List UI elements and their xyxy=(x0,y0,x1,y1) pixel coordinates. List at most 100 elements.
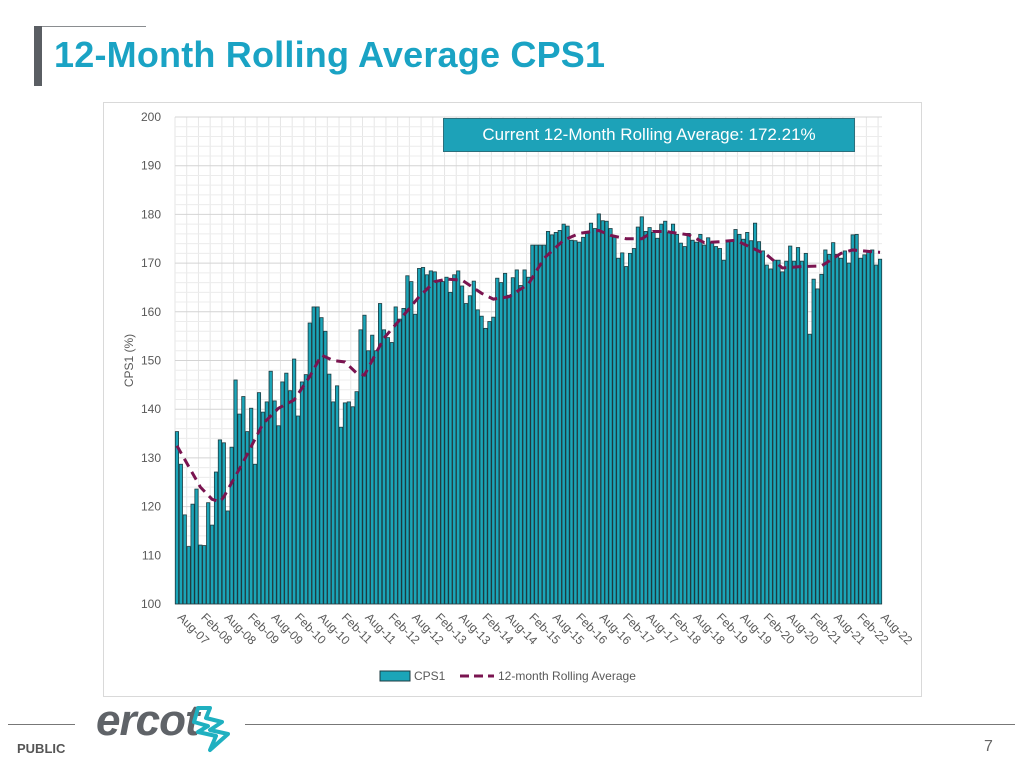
bar-cps1 xyxy=(237,413,242,605)
bar-cps1 xyxy=(338,426,344,605)
bar-cps1 xyxy=(854,233,859,605)
bar-cps1 xyxy=(838,257,844,605)
bar-cps1 xyxy=(862,254,867,605)
bar-cps1 xyxy=(522,269,527,605)
legend-label-cps1: CPS1 xyxy=(414,669,446,683)
y-tick-label: 120 xyxy=(141,500,161,514)
bar-cps1 xyxy=(788,245,793,605)
bar-cps1 xyxy=(475,309,480,605)
bar-cps1 xyxy=(393,306,398,605)
bar-cps1 xyxy=(210,524,215,605)
bar-cps1 xyxy=(678,242,683,605)
bar-cps1 xyxy=(178,463,183,605)
bar-cps1 xyxy=(182,514,187,605)
bar-cps1 xyxy=(635,226,640,605)
bar-cps1 xyxy=(846,262,851,605)
bar-cps1 xyxy=(608,228,613,605)
bar-cps1 xyxy=(245,431,250,605)
bar-cps1 xyxy=(358,329,363,605)
bar-cps1 xyxy=(499,282,504,605)
bar-cps1 xyxy=(745,232,750,605)
bar-cps1 xyxy=(827,253,832,605)
bar-cps1 xyxy=(565,225,570,605)
bar-cps1 xyxy=(807,333,812,605)
bar-cps1 xyxy=(495,277,500,605)
bar-cps1 xyxy=(467,295,472,605)
bar-cps1 xyxy=(549,234,554,605)
bar-cps1 xyxy=(682,246,687,605)
bar-cps1 xyxy=(362,314,367,605)
slide-title: 12-Month Rolling Average CPS1 xyxy=(54,34,606,75)
bar-cps1 xyxy=(233,379,238,605)
y-axis-label: CPS1 (%) xyxy=(122,334,136,387)
bar-cps1 xyxy=(518,285,523,605)
bar-cps1 xyxy=(452,274,457,605)
bar-cps1 xyxy=(573,240,578,605)
bar-cps1 xyxy=(651,232,656,605)
footer-divider-right xyxy=(245,724,1015,725)
bar-cps1 xyxy=(463,303,469,605)
bar-cps1 xyxy=(877,258,883,605)
bar-cps1 xyxy=(190,503,195,605)
bar-cps1 xyxy=(280,381,285,605)
bar-cps1 xyxy=(764,264,769,605)
bar-cps1 xyxy=(186,546,191,605)
bar-cps1 xyxy=(534,244,539,605)
bar-cps1 xyxy=(530,244,535,605)
bar-cps1 xyxy=(241,396,246,605)
bar-cps1 xyxy=(428,270,433,605)
y-tick-label: 150 xyxy=(141,354,161,368)
bar-cps1 xyxy=(823,249,828,605)
bar-cps1 xyxy=(389,342,394,605)
bar-cps1 xyxy=(256,392,262,605)
bar-cps1 xyxy=(850,234,855,605)
bar-cps1 xyxy=(729,240,734,605)
bar-cps1 xyxy=(545,231,551,605)
bar-cps1 xyxy=(479,315,484,605)
bar-cps1 xyxy=(397,318,402,605)
bar-cps1 xyxy=(206,502,211,605)
bar-cps1 xyxy=(858,257,863,605)
bar-cps1 xyxy=(616,257,621,605)
bar-cps1 xyxy=(721,259,726,605)
y-tick-label: 190 xyxy=(141,159,161,173)
bar-cps1 xyxy=(647,227,652,605)
bar-cps1 xyxy=(424,274,429,605)
bar-cps1 xyxy=(702,244,707,605)
bar-cps1 xyxy=(217,439,222,605)
bar-cps1 xyxy=(811,278,816,605)
y-tick-label: 170 xyxy=(141,256,161,270)
bar-cps1 xyxy=(194,488,199,605)
title-accent-bar xyxy=(34,26,42,86)
bar-cps1 xyxy=(260,411,265,605)
bar-cps1 xyxy=(506,294,512,605)
bar-cps1 xyxy=(752,222,758,605)
page-number: 7 xyxy=(984,738,993,755)
bar-cps1 xyxy=(561,223,566,605)
bar-cps1 xyxy=(460,285,465,605)
bar-cps1 xyxy=(331,401,336,605)
bar-cps1 xyxy=(690,239,695,605)
current-average-annotation: Current 12-Month Rolling Average: 172.21… xyxy=(443,118,855,152)
bar-cps1 xyxy=(737,233,742,605)
bar-cps1 xyxy=(385,337,390,605)
bar-cps1 xyxy=(323,330,328,605)
title-accent-line xyxy=(42,26,146,27)
bar-cps1 xyxy=(514,269,519,605)
ercot-bolt-icon xyxy=(192,706,230,752)
bar-cps1 xyxy=(815,288,820,605)
bar-cps1 xyxy=(667,232,672,605)
bar-cps1 xyxy=(381,329,387,605)
bar-cps1 xyxy=(585,232,590,605)
bar-cps1 xyxy=(417,268,422,605)
bar-cps1 xyxy=(440,281,445,605)
legend-label-rolling-average: 12-month Rolling Average xyxy=(498,669,636,683)
bar-cps1 xyxy=(577,241,582,605)
bar-cps1 xyxy=(487,321,492,605)
bar-cps1 xyxy=(670,223,676,605)
bar-cps1 xyxy=(874,264,879,605)
bar-cps1 xyxy=(229,446,234,605)
bar-cps1 xyxy=(819,273,824,605)
bar-cps1 xyxy=(749,240,754,605)
bar-cps1 xyxy=(503,272,508,605)
